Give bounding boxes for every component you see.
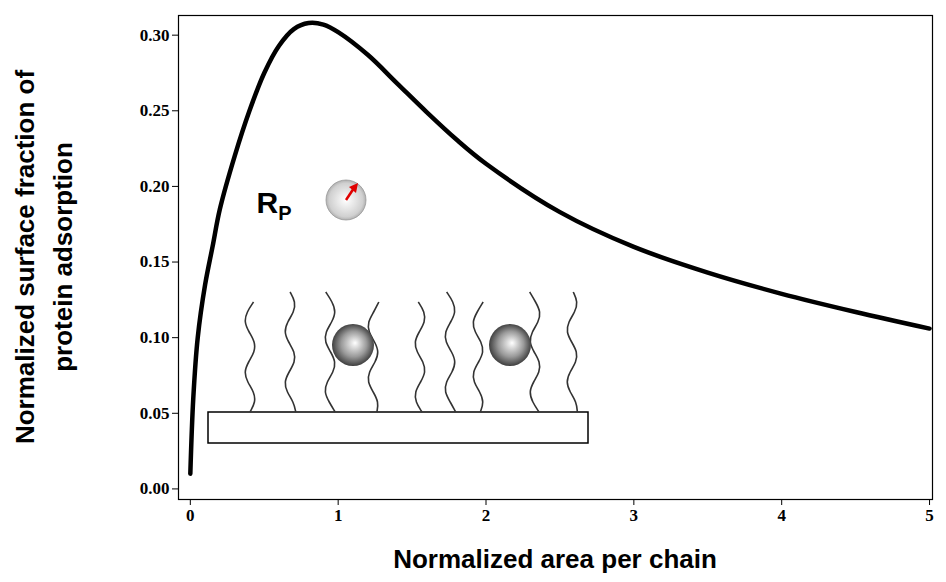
- svg-text:RP: RP: [256, 186, 291, 224]
- svg-text:0.00: 0.00: [140, 479, 170, 498]
- svg-text:protein adsorption: protein adsorption: [48, 142, 78, 372]
- svg-text:1: 1: [334, 506, 343, 525]
- svg-text:0.05: 0.05: [140, 404, 170, 423]
- svg-text:0.15: 0.15: [140, 252, 170, 271]
- svg-text:Normalized area per chain: Normalized area per chain: [393, 544, 717, 574]
- svg-text:Normalized surface fraction of: Normalized surface fraction of: [10, 70, 40, 445]
- svg-text:0: 0: [186, 506, 195, 525]
- svg-text:4: 4: [777, 506, 786, 525]
- svg-text:0.30: 0.30: [140, 26, 170, 45]
- svg-text:0.20: 0.20: [140, 177, 170, 196]
- svg-text:5: 5: [925, 506, 934, 525]
- svg-text:0.25: 0.25: [140, 101, 170, 120]
- svg-text:3: 3: [630, 506, 639, 525]
- svg-text:2: 2: [482, 506, 491, 525]
- svg-text:0.10: 0.10: [140, 328, 170, 347]
